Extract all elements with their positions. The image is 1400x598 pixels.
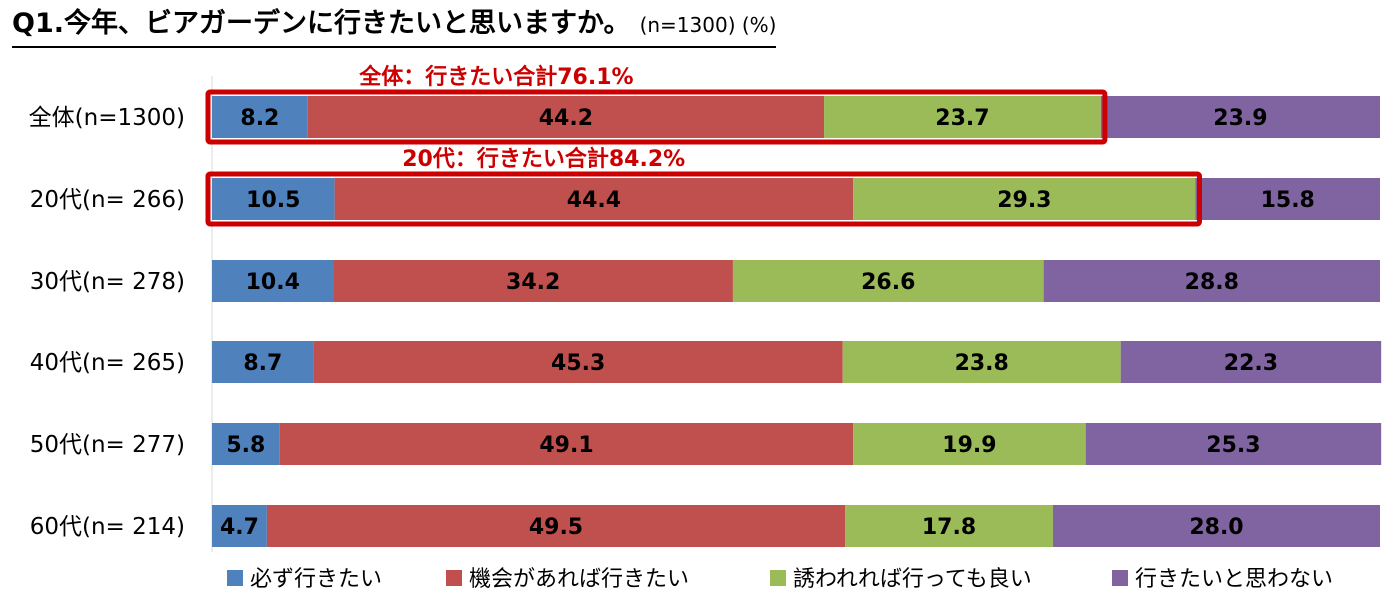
chart-title-main: Q1.今年、ビアガーデンに行きたいと思いますか。 [12, 8, 631, 39]
bar-segment [842, 341, 1121, 383]
category-label: 全体(n=1300) [29, 105, 185, 131]
highlight-annotation: 20代：行きたい合計84.2% [402, 146, 685, 172]
bar-segment [212, 178, 335, 220]
data-label: 49.5 [529, 515, 583, 540]
data-label: 10.5 [246, 188, 300, 213]
chart-title-sample-size: (n=1300) (%) [639, 13, 777, 37]
bar-segment [307, 96, 825, 138]
bar-segment [845, 505, 1053, 547]
data-label: 28.8 [1185, 270, 1239, 295]
data-label: 4.7 [220, 515, 259, 540]
bar-segment [333, 260, 733, 302]
legend-label: 機会があれば行きたい [469, 567, 689, 592]
data-label: 23.7 [935, 106, 989, 131]
bar-segment [732, 260, 1044, 302]
data-label: 25.3 [1206, 433, 1260, 458]
bar-segment [1052, 505, 1380, 547]
bar-segment [824, 96, 1101, 138]
legend-label: 行きたいと思わない [1135, 567, 1333, 592]
data-label: 45.3 [551, 351, 605, 376]
legend-swatch [1112, 570, 1128, 586]
bar-segment [279, 423, 854, 465]
bar-segment [266, 505, 846, 547]
data-label: 8.2 [240, 106, 279, 131]
data-label: 34.2 [506, 270, 560, 295]
data-label: 5.8 [226, 433, 265, 458]
category-label: 30代(n= 278) [30, 269, 185, 295]
data-label: 23.8 [955, 351, 1009, 376]
data-label: 29.3 [997, 188, 1051, 213]
data-label: 15.8 [1261, 188, 1315, 213]
data-label: 49.1 [539, 433, 593, 458]
bar-segment [1043, 260, 1380, 302]
bar-segment [1085, 423, 1382, 465]
legend-swatch [227, 570, 243, 586]
bar-segment [212, 260, 334, 302]
legend-label: 誘われれば行っても良い [793, 567, 1032, 592]
category-label: 50代(n= 277) [30, 432, 185, 458]
bar-segment [212, 96, 308, 138]
bar-segment [212, 341, 314, 383]
data-label: 22.3 [1224, 351, 1278, 376]
bar-segment [853, 423, 1086, 465]
bar-segment [212, 505, 267, 547]
category-label: 60代(n= 214) [30, 514, 185, 540]
bar-segment [1120, 341, 1382, 383]
data-label: 28.0 [1189, 515, 1243, 540]
bar-segment [212, 423, 280, 465]
legend-label: 必ず行きたい [250, 567, 382, 592]
highlight-frame [205, 171, 1202, 227]
bar-segment [313, 341, 843, 383]
legend-swatch [446, 570, 462, 586]
chart-title: Q1.今年、ビアガーデンに行きたいと思いますか。 (n=1300) (%) [12, 6, 777, 48]
data-label: 44.4 [567, 188, 621, 213]
data-label: 8.7 [243, 351, 282, 376]
data-label: 17.8 [922, 515, 976, 540]
bar-segment [1195, 178, 1380, 220]
category-label: 20代(n= 266) [30, 187, 185, 213]
bar-segment [1100, 96, 1380, 138]
category-label: 40代(n= 265) [30, 350, 185, 376]
legend-swatch [770, 570, 786, 586]
bar-segment [853, 178, 1196, 220]
data-label: 19.9 [942, 433, 996, 458]
data-label: 26.6 [861, 270, 915, 295]
data-label: 23.9 [1213, 106, 1267, 131]
highlight-frame [205, 89, 1108, 145]
data-label: 44.2 [539, 106, 593, 131]
data-label: 10.4 [246, 270, 300, 295]
bar-segment [334, 178, 854, 220]
highlight-annotation: 全体：行きたい合計76.1% [358, 64, 633, 90]
